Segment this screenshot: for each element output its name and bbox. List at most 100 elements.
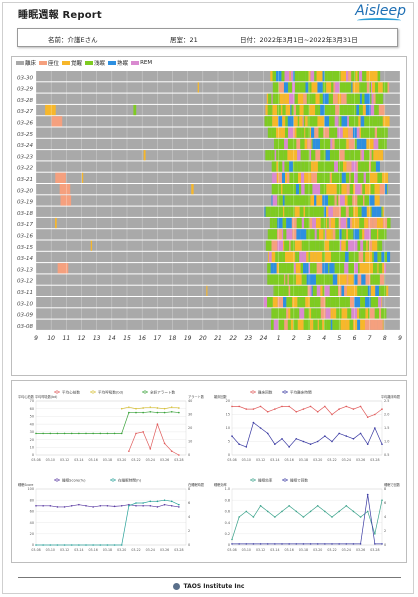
sleep-segment xyxy=(310,206,314,217)
date-tick: 03-16 xyxy=(89,548,98,552)
sleep-segment xyxy=(271,161,277,172)
series-point xyxy=(156,506,159,508)
sleep-segment xyxy=(319,229,324,240)
footer: TAOS Institute Inc xyxy=(0,583,418,590)
row-date-label: 03-18 xyxy=(17,211,33,217)
sleep-segment xyxy=(281,172,286,183)
sleep-segment xyxy=(310,251,314,263)
sleep-segment xyxy=(287,319,291,330)
date-tick: 03-14 xyxy=(270,458,279,462)
sleep-segment xyxy=(282,251,286,263)
date-tick: 03-28 xyxy=(174,458,183,462)
series-point xyxy=(281,510,283,513)
series-point xyxy=(331,413,333,416)
sleep-segment xyxy=(320,217,325,229)
sleep-segment xyxy=(307,285,310,296)
series-point xyxy=(366,443,369,445)
series-point xyxy=(231,543,233,545)
series-point xyxy=(309,510,312,513)
sleep-segment xyxy=(302,150,307,161)
sleep-segment xyxy=(272,172,277,183)
date-tick: 03-26 xyxy=(160,458,169,462)
row-date-label: 03-12 xyxy=(17,279,33,285)
date-tick: 03-14 xyxy=(74,458,83,462)
sleep-segment xyxy=(334,263,340,274)
date-tick: 03-12 xyxy=(256,548,265,552)
sleep-segment xyxy=(309,150,312,161)
sleep-segment xyxy=(265,104,268,116)
sleep-segment xyxy=(360,319,365,330)
sleep-segment xyxy=(387,217,391,229)
series-point xyxy=(78,544,80,546)
sleep-segment xyxy=(271,127,277,138)
sleep-segment xyxy=(366,240,368,251)
sleep-segment xyxy=(355,184,361,195)
series-point xyxy=(35,505,37,507)
sleep-segment xyxy=(334,297,336,308)
sleep-segment xyxy=(284,127,289,138)
sleep-segment xyxy=(352,229,354,240)
sleep-segment xyxy=(335,217,339,229)
series-point xyxy=(178,454,180,456)
sleep-segment xyxy=(374,195,380,206)
sleep-segment xyxy=(278,150,280,161)
series-line xyxy=(232,494,382,545)
sleep-segment xyxy=(330,138,333,150)
hour-tick-label: 24 xyxy=(260,335,268,342)
sleep-segment xyxy=(310,263,313,274)
sleep-segment xyxy=(265,240,272,251)
sleep-segment xyxy=(331,172,335,183)
sleep-segment xyxy=(339,263,345,274)
sleep-segment xyxy=(314,71,317,82)
sleep-segment xyxy=(357,82,360,93)
sleep-segment xyxy=(283,127,285,138)
date-tick: 03-10 xyxy=(242,548,251,552)
sleep-segment xyxy=(316,229,320,240)
sleep-stage-legend: 離床 座位 覚醒 浅眠 熟眠 REM xyxy=(16,59,152,67)
sleep-segment xyxy=(276,127,281,138)
sleep-segment xyxy=(376,263,378,274)
date-tick: 03-20 xyxy=(117,458,126,462)
sleep-segment xyxy=(289,240,291,251)
sleep-segment xyxy=(324,116,330,127)
sleep-segment xyxy=(325,297,328,308)
sleep-segment xyxy=(333,195,335,206)
left-axis-title: 離床回数 xyxy=(214,394,228,399)
sleep-segment xyxy=(355,251,359,263)
sleep-segment xyxy=(323,127,330,138)
mini-legend-label: 平均心拍数 xyxy=(62,390,80,395)
date-tick: 03-08 xyxy=(227,548,236,552)
sleep-segment xyxy=(373,217,377,229)
date-tick: 03-10 xyxy=(46,548,55,552)
sleep-segment xyxy=(301,184,305,195)
row-date-label: 03-15 xyxy=(17,245,33,251)
sleep-segment xyxy=(364,150,370,161)
sleep-segment xyxy=(287,150,292,161)
series-point xyxy=(374,543,376,545)
sleep-segment xyxy=(268,251,270,263)
sleep-segment xyxy=(357,240,361,251)
sleep-segment xyxy=(300,138,305,150)
legend-label: 浅眠 xyxy=(94,61,106,67)
sleep-segment xyxy=(373,263,377,274)
sleep-segment xyxy=(347,308,352,319)
sleep-segment xyxy=(325,308,329,319)
sleep-segment xyxy=(305,206,311,217)
sleep-segment xyxy=(382,82,388,93)
sleep-segment xyxy=(378,297,380,308)
date-tick: 03-22 xyxy=(327,458,336,462)
sleep-segment xyxy=(322,82,327,93)
sleep-segment xyxy=(81,172,84,183)
sleep-segment xyxy=(332,308,337,319)
legend-marker xyxy=(55,390,59,394)
sleep-segment xyxy=(354,138,357,150)
series-point xyxy=(274,408,276,410)
sleep-segment xyxy=(267,274,270,285)
sleep-segment xyxy=(359,263,365,274)
sleep-segment xyxy=(348,127,352,138)
sleep-segment xyxy=(350,150,355,161)
sleep-segment xyxy=(299,116,303,127)
sleep-segment xyxy=(330,308,333,319)
sleep-segment xyxy=(309,297,315,308)
sleep-segment xyxy=(360,161,365,172)
